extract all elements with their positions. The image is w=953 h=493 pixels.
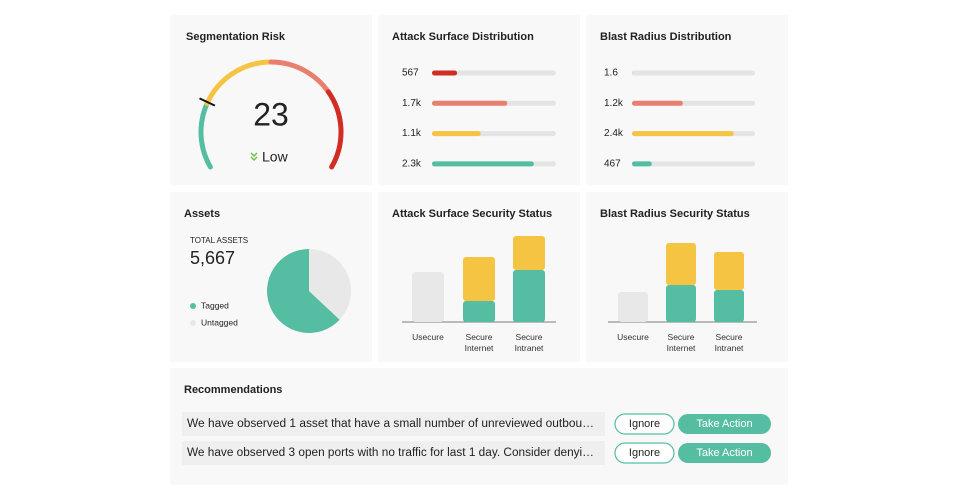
ignore-button[interactable]	[614, 442, 675, 464]
bar	[432, 70, 458, 76]
x-tick-label: Secure Internet	[464, 332, 494, 353]
card-title: Recommendations	[184, 384, 282, 396]
legend-marker	[190, 320, 196, 326]
card-title: Blast Radius Distribution	[600, 31, 732, 43]
gauge-segment	[204, 59, 274, 107]
bar	[632, 100, 683, 106]
recommendation-row	[182, 412, 605, 436]
recommendation-text: We have observed 1 asset that have a sma…	[187, 418, 594, 430]
card-title: Attack Surface Security Status	[392, 208, 552, 220]
subtitle: TOTAL ASSETS	[190, 236, 248, 245]
bar-value-label: 1.6	[604, 68, 618, 79]
ignore-label[interactable]: Ignore	[629, 418, 660, 430]
bar	[632, 131, 734, 137]
bar-track	[432, 70, 556, 76]
bar-segment	[513, 270, 545, 322]
pie-slice	[309, 249, 351, 320]
recommendation-row	[182, 441, 605, 465]
ignore-label[interactable]: Ignore	[629, 447, 660, 459]
card	[378, 15, 580, 185]
x-tick-label: Secure Intranet	[514, 332, 544, 353]
card-title: Attack Surface Distribution	[392, 31, 534, 43]
card	[586, 15, 788, 185]
card-title: Segmentation Risk	[186, 31, 286, 43]
gauge-value: 23	[253, 96, 289, 132]
bar	[432, 100, 508, 106]
trend-icon	[250, 152, 258, 162]
bar-segment	[714, 252, 744, 290]
bar-track	[632, 70, 755, 76]
ignore-button[interactable]	[614, 413, 675, 435]
bar-value-label: 567	[402, 68, 419, 79]
bar-track	[632, 161, 755, 167]
bar-segment	[714, 290, 744, 322]
gauge-segment	[268, 59, 331, 95]
bar-segment	[463, 257, 495, 301]
bar-value-label: 1.2k	[604, 98, 624, 109]
bar	[432, 131, 481, 137]
x-tick-label: Secure Intranet	[714, 332, 744, 353]
x-tick-label: Secure Internet	[666, 332, 696, 353]
bar-segment	[618, 292, 648, 322]
gauge-segment	[325, 89, 344, 170]
bar-value-label: 1.7k	[402, 98, 422, 109]
bar-segment	[412, 272, 444, 322]
bar-segment	[666, 285, 696, 322]
gauge-needle	[199, 97, 216, 107]
bar-segment	[463, 301, 495, 322]
legend-marker	[190, 303, 196, 309]
action-label[interactable]: Take Action	[696, 418, 752, 430]
bar-segment	[666, 243, 696, 285]
total: 5,667	[190, 248, 235, 268]
x-tick-label: Usecure	[412, 332, 444, 342]
bar-value-label: 2.3k	[402, 159, 422, 170]
bar	[432, 161, 534, 167]
x-tick-label: Usecure	[617, 332, 649, 342]
gauge-segment	[198, 101, 213, 170]
card-title: Assets	[184, 208, 220, 220]
card-title: Blast Radius Security Status	[600, 208, 750, 220]
action-button[interactable]	[678, 414, 771, 434]
legend-label: Untagged	[201, 317, 238, 327]
action-label[interactable]: Take Action	[696, 447, 752, 459]
bar-value-label: 467	[604, 159, 621, 170]
bar-segment	[513, 236, 545, 270]
action-button[interactable]	[678, 443, 771, 463]
pie-slice	[267, 249, 340, 333]
recommendation-text: We have observed 3 open ports with no tr…	[187, 447, 594, 459]
gauge-label: Low	[262, 149, 289, 165]
bar-value-label: 2.4k	[604, 128, 624, 139]
bar-value-label: 1.1k	[402, 128, 422, 139]
legend-label: Tagged	[201, 300, 229, 310]
bar	[632, 161, 652, 167]
